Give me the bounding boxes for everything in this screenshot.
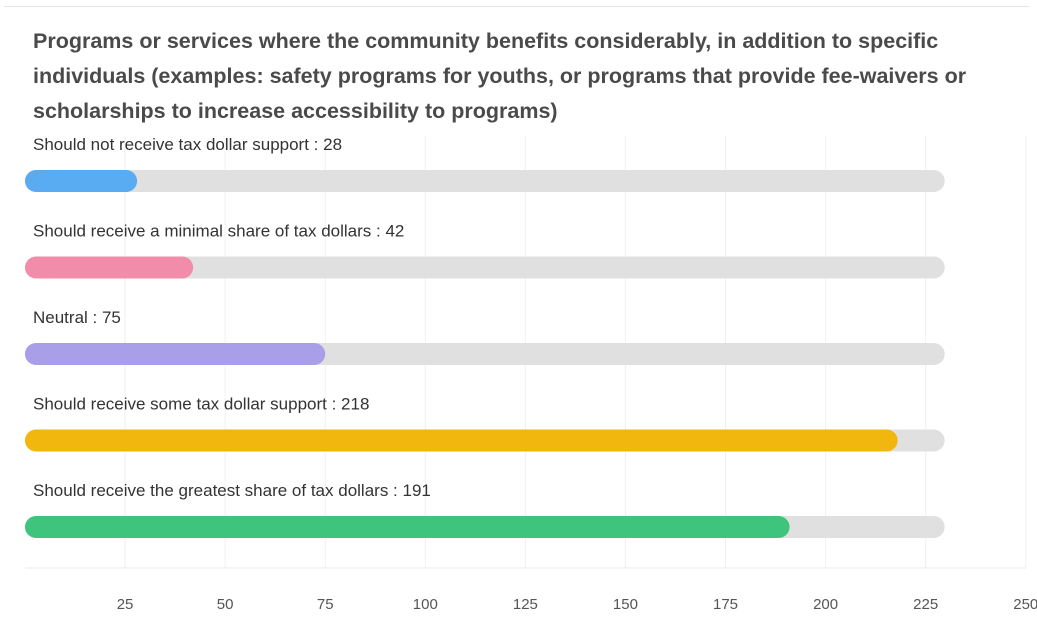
x-tick-label-6: 175	[713, 596, 738, 613]
bar-1	[25, 256, 194, 279]
chart-title: Programs or services where the community…	[33, 29, 967, 123]
x-tick-label-1: 50	[217, 596, 234, 613]
x-tick-label-7: 200	[813, 596, 838, 613]
bar-track-1	[25, 256, 945, 279]
bar-label-3: Should receive some tax dollar support :…	[33, 395, 369, 414]
x-tick-label-8: 225	[913, 596, 938, 613]
bar-track-0	[25, 170, 945, 192]
bar-label-2: Neutral : 75	[33, 308, 121, 327]
bar-label-0: Should not receive tax dollar support : …	[33, 135, 342, 154]
x-tick-label-0: 25	[117, 596, 134, 613]
bar-label-4: Should receive the greatest share of tax…	[33, 481, 431, 500]
bar-label-1: Should receive a minimal share of tax do…	[33, 222, 404, 241]
x-tick-label-2: 75	[317, 596, 334, 613]
bar-4	[25, 516, 790, 538]
bar-3	[25, 429, 898, 452]
x-tick-label-3: 100	[413, 596, 438, 613]
bar-0	[25, 170, 138, 192]
x-tick-label-4: 125	[513, 596, 538, 613]
bar-2	[25, 343, 326, 365]
x-tick-label-5: 150	[613, 596, 638, 613]
x-tick-label-9: 250	[1013, 596, 1037, 613]
